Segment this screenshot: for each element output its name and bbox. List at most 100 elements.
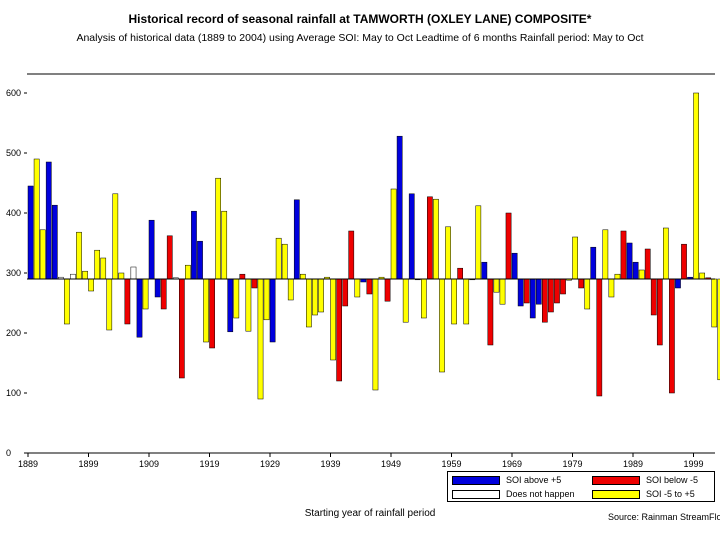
bar-1995 xyxy=(669,278,675,394)
bar-1988 xyxy=(626,242,633,280)
legend-swatch-white xyxy=(452,490,500,500)
x-tick-label: 1979 xyxy=(562,459,582,469)
bar-1930 xyxy=(275,237,282,280)
bar-1974 xyxy=(542,278,548,323)
bar-1908 xyxy=(142,278,149,310)
legend-swatch-blue xyxy=(452,476,500,486)
bar-1936 xyxy=(312,278,318,316)
bar-1922 xyxy=(227,278,234,333)
bar-1928 xyxy=(263,278,270,321)
bar-1966 xyxy=(493,278,500,293)
bar-1916 xyxy=(191,210,197,280)
bar-1980 xyxy=(578,278,584,289)
bar-1994 xyxy=(663,227,669,280)
bar-1951 xyxy=(402,278,409,323)
x-tick-label: 1999 xyxy=(683,459,703,469)
bar-1968 xyxy=(505,212,512,280)
bar-1926 xyxy=(251,278,258,289)
bar-1957 xyxy=(439,278,445,373)
bar-1960 xyxy=(457,267,463,280)
bar-1912 xyxy=(166,235,173,280)
bar-1915 xyxy=(185,264,191,280)
bar-1931 xyxy=(281,243,288,280)
bar-1993 xyxy=(656,278,663,346)
bar-1899 xyxy=(88,278,94,292)
bar-1924 xyxy=(239,273,246,280)
bar-1891 xyxy=(39,229,46,280)
bar-1937 xyxy=(318,278,324,313)
bar-1950 xyxy=(396,135,403,280)
bar-1935 xyxy=(306,278,312,328)
bar-1984 xyxy=(602,229,609,280)
bar-1897 xyxy=(76,231,82,280)
bar-1952 xyxy=(408,193,415,280)
bar-1949 xyxy=(390,188,397,280)
bar-1904 xyxy=(118,272,125,280)
legend-swatch-yellow xyxy=(592,490,640,500)
x-tick-label: 1889 xyxy=(18,459,38,469)
bar-1932 xyxy=(287,278,294,301)
bar-1969 xyxy=(511,252,518,280)
bar-1900 xyxy=(94,249,101,280)
bar-1977 xyxy=(560,278,566,295)
bar-1992 xyxy=(650,278,657,316)
legend-item-does-not-happen: Does not happen xyxy=(452,489,575,500)
y-tick-label: 400 xyxy=(6,208,21,218)
x-axis-label: Starting year of rainfall period xyxy=(304,508,436,519)
bar-1989 xyxy=(632,261,639,280)
x-tick-label: 1989 xyxy=(623,459,643,469)
bar-1911 xyxy=(160,278,167,310)
bar-1940 xyxy=(336,278,342,382)
bar-1907 xyxy=(136,278,143,338)
bar-1921 xyxy=(221,210,228,280)
bar-1965 xyxy=(487,278,494,346)
legend-swatch-red xyxy=(592,476,640,486)
chart-subtitle: Analysis of historical data (1889 to 200… xyxy=(76,32,644,44)
legend-item-soi-above: SOI above +5 xyxy=(452,475,561,486)
y-tick-label: 100 xyxy=(6,388,21,398)
bar-1972 xyxy=(529,278,536,319)
x-tick-label: 1949 xyxy=(381,459,401,469)
x-tick-label: 1899 xyxy=(78,459,98,469)
bar-1955 xyxy=(427,196,433,280)
bar-1895 xyxy=(64,278,70,325)
bar-1996 xyxy=(675,278,681,289)
bar-1964 xyxy=(481,261,488,280)
bar-1945 xyxy=(366,278,373,295)
x-tick-label: 1929 xyxy=(260,459,280,469)
bar-1973 xyxy=(535,278,542,305)
y-tick-label: 500 xyxy=(6,148,21,158)
x-tick-label: 1959 xyxy=(441,459,461,469)
bar-1942 xyxy=(348,230,355,280)
bar-1982 xyxy=(590,246,597,280)
y-tick-label: 600 xyxy=(6,88,21,98)
chart-title: Historical record of seasonal rainfall a… xyxy=(128,12,592,26)
bar-1905 xyxy=(124,278,131,325)
bar-1934 xyxy=(300,273,306,280)
bar-1898 xyxy=(82,270,88,280)
bar-1910 xyxy=(154,278,161,298)
source-note: Source: Rainman StreamFlow xyxy=(608,512,720,522)
bar-1929 xyxy=(269,278,276,343)
legend-label-soi-neutral: SOI -5 to +5 xyxy=(646,489,695,499)
bar-1958 xyxy=(445,226,451,280)
bar-1927 xyxy=(257,278,264,400)
bar-1939 xyxy=(330,278,336,361)
x-tick-label: 1919 xyxy=(199,459,219,469)
bar-1923 xyxy=(233,278,240,319)
bar-1963 xyxy=(475,205,482,280)
bar-1889 xyxy=(27,185,34,280)
bar-1893 xyxy=(51,204,58,280)
legend-item-soi-neutral: SOI -5 to +5 xyxy=(592,489,695,500)
bar-1976 xyxy=(554,278,560,304)
bar-2003 xyxy=(717,278,720,381)
y-tick-label: 0 xyxy=(6,448,11,458)
bar-1890 xyxy=(33,158,40,280)
bar-1979 xyxy=(572,236,578,280)
bar-1909 xyxy=(148,219,155,280)
x-tick-label: 1909 xyxy=(139,459,159,469)
bar-1943 xyxy=(354,278,361,298)
bar-1991 xyxy=(644,248,651,280)
bar-1903 xyxy=(112,193,119,280)
